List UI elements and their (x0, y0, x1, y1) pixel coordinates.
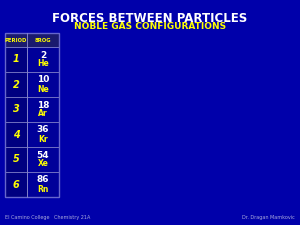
FancyBboxPatch shape (5, 147, 27, 172)
Text: Ne: Ne (37, 85, 49, 94)
Text: 36: 36 (37, 126, 49, 135)
Text: Rn: Rn (37, 184, 49, 194)
FancyBboxPatch shape (27, 47, 59, 72)
Text: El Camino College   Chemistry 21A: El Camino College Chemistry 21A (5, 215, 90, 220)
FancyBboxPatch shape (5, 97, 27, 122)
FancyBboxPatch shape (27, 122, 59, 147)
FancyBboxPatch shape (5, 122, 27, 147)
FancyBboxPatch shape (27, 97, 59, 122)
Text: He: He (37, 59, 49, 68)
Text: Ar: Ar (38, 110, 48, 119)
Text: 54: 54 (37, 151, 49, 160)
FancyBboxPatch shape (5, 47, 27, 72)
Text: 1: 1 (13, 54, 20, 65)
Text: 10: 10 (37, 76, 49, 85)
Text: FORCES BETWEEN PARTICLES: FORCES BETWEEN PARTICLES (52, 12, 247, 25)
FancyBboxPatch shape (27, 72, 59, 97)
FancyBboxPatch shape (5, 72, 27, 97)
Text: 86: 86 (37, 176, 49, 184)
Text: PERIOD: PERIOD (5, 38, 27, 43)
Text: Kr: Kr (38, 135, 48, 144)
Text: 6: 6 (13, 180, 20, 189)
Text: 5: 5 (13, 155, 20, 164)
Text: 2: 2 (13, 79, 20, 90)
Text: NOBLE GAS CONFIGURATIONS: NOBLE GAS CONFIGURATIONS (74, 22, 226, 31)
FancyBboxPatch shape (5, 33, 59, 47)
Text: 8ROG: 8ROG (35, 38, 51, 43)
FancyBboxPatch shape (27, 147, 59, 172)
Text: Dr. Dragan Mamkovic: Dr. Dragan Mamkovic (242, 215, 295, 220)
Text: 18: 18 (37, 101, 49, 110)
Text: 4: 4 (13, 130, 20, 140)
Text: 2: 2 (40, 50, 46, 59)
Text: Xe: Xe (38, 160, 48, 169)
FancyBboxPatch shape (5, 172, 27, 197)
FancyBboxPatch shape (27, 172, 59, 197)
Text: 3: 3 (13, 104, 20, 115)
